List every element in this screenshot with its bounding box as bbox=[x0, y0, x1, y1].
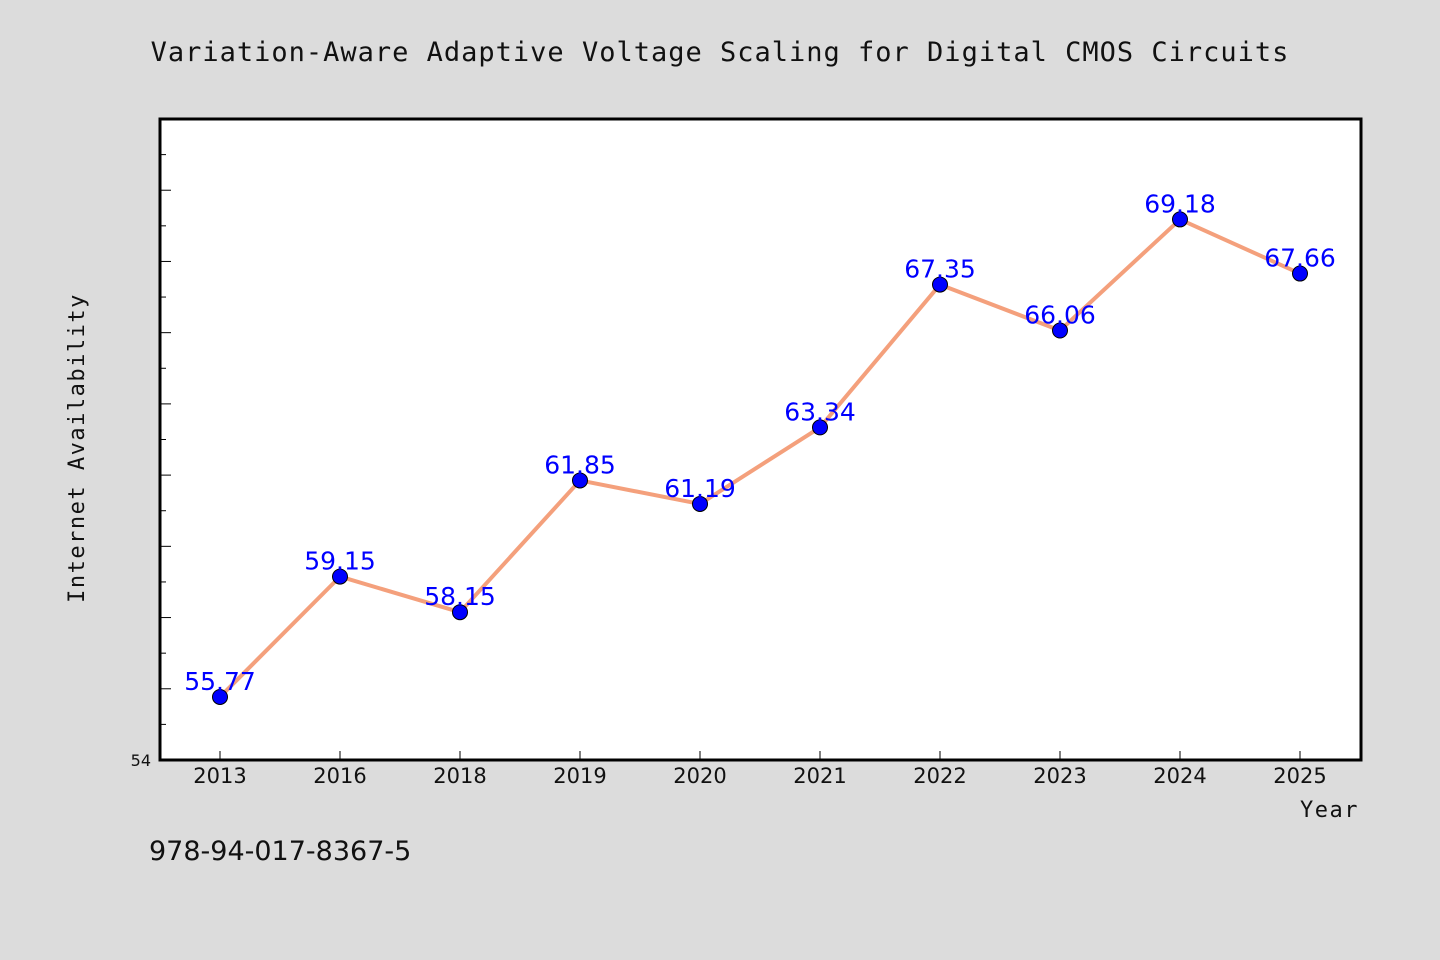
y-min-tick-label: 54 bbox=[131, 751, 151, 770]
x-tick-label: 2013 bbox=[193, 764, 246, 788]
data-label: 66.06 bbox=[1024, 301, 1096, 330]
y-axis-label: Internet Availability bbox=[65, 293, 90, 603]
data-point-marker bbox=[1172, 211, 1188, 228]
data-point-marker bbox=[1052, 322, 1068, 339]
x-tick-label: 2022 bbox=[913, 764, 966, 788]
data-label: 69.18 bbox=[1144, 189, 1216, 218]
data-label: 61.85 bbox=[544, 450, 616, 479]
x-tick-label: 2019 bbox=[553, 764, 606, 788]
data-labels: 55.77 59.15 58.15 61.85 61.19 63.34 67.35 66.06… bbox=[184, 189, 1336, 696]
data-label: 58.15 bbox=[424, 582, 496, 611]
data-point-marker bbox=[332, 568, 348, 585]
data-point-marker bbox=[572, 472, 588, 489]
data-label: 61.19 bbox=[664, 474, 736, 503]
plot-area bbox=[160, 119, 1361, 760]
x-axis-ticks: 2013 2016 2018 2019 2020 2021 2022 2023 2024 2025 bbox=[193, 751, 1327, 788]
x-axis-label: Year bbox=[1300, 798, 1359, 823]
x-tick-label: 2025 bbox=[1273, 764, 1326, 788]
data-point-marker bbox=[452, 604, 468, 621]
data-point-marker bbox=[1292, 265, 1308, 282]
data-point-marker bbox=[692, 495, 708, 512]
x-tick-label: 2018 bbox=[433, 764, 486, 788]
x-tick-label: 2023 bbox=[1033, 764, 1086, 788]
data-label: 63.34 bbox=[784, 397, 856, 426]
data-label: 59.15 bbox=[304, 547, 376, 576]
x-tick-label: 2020 bbox=[673, 764, 726, 788]
data-label: 67.35 bbox=[904, 255, 976, 284]
series-markers bbox=[212, 211, 1308, 705]
data-point-marker bbox=[212, 688, 228, 705]
data-point-marker bbox=[812, 419, 828, 436]
x-tick-label: 2016 bbox=[313, 764, 366, 788]
data-label: 55.77 bbox=[184, 667, 256, 696]
x-tick-label: 2021 bbox=[793, 764, 846, 788]
data-label: 67.66 bbox=[1264, 244, 1336, 273]
isbn-text: 978-94-017-8367-5 bbox=[149, 836, 412, 867]
series-line bbox=[218, 217, 1301, 699]
x-tick-label: 2024 bbox=[1153, 764, 1206, 788]
data-point-marker bbox=[932, 276, 948, 293]
plot-frame bbox=[158, 117, 1363, 762]
chart-title: Variation-Aware Adaptive Voltage Scaling… bbox=[151, 37, 1290, 68]
